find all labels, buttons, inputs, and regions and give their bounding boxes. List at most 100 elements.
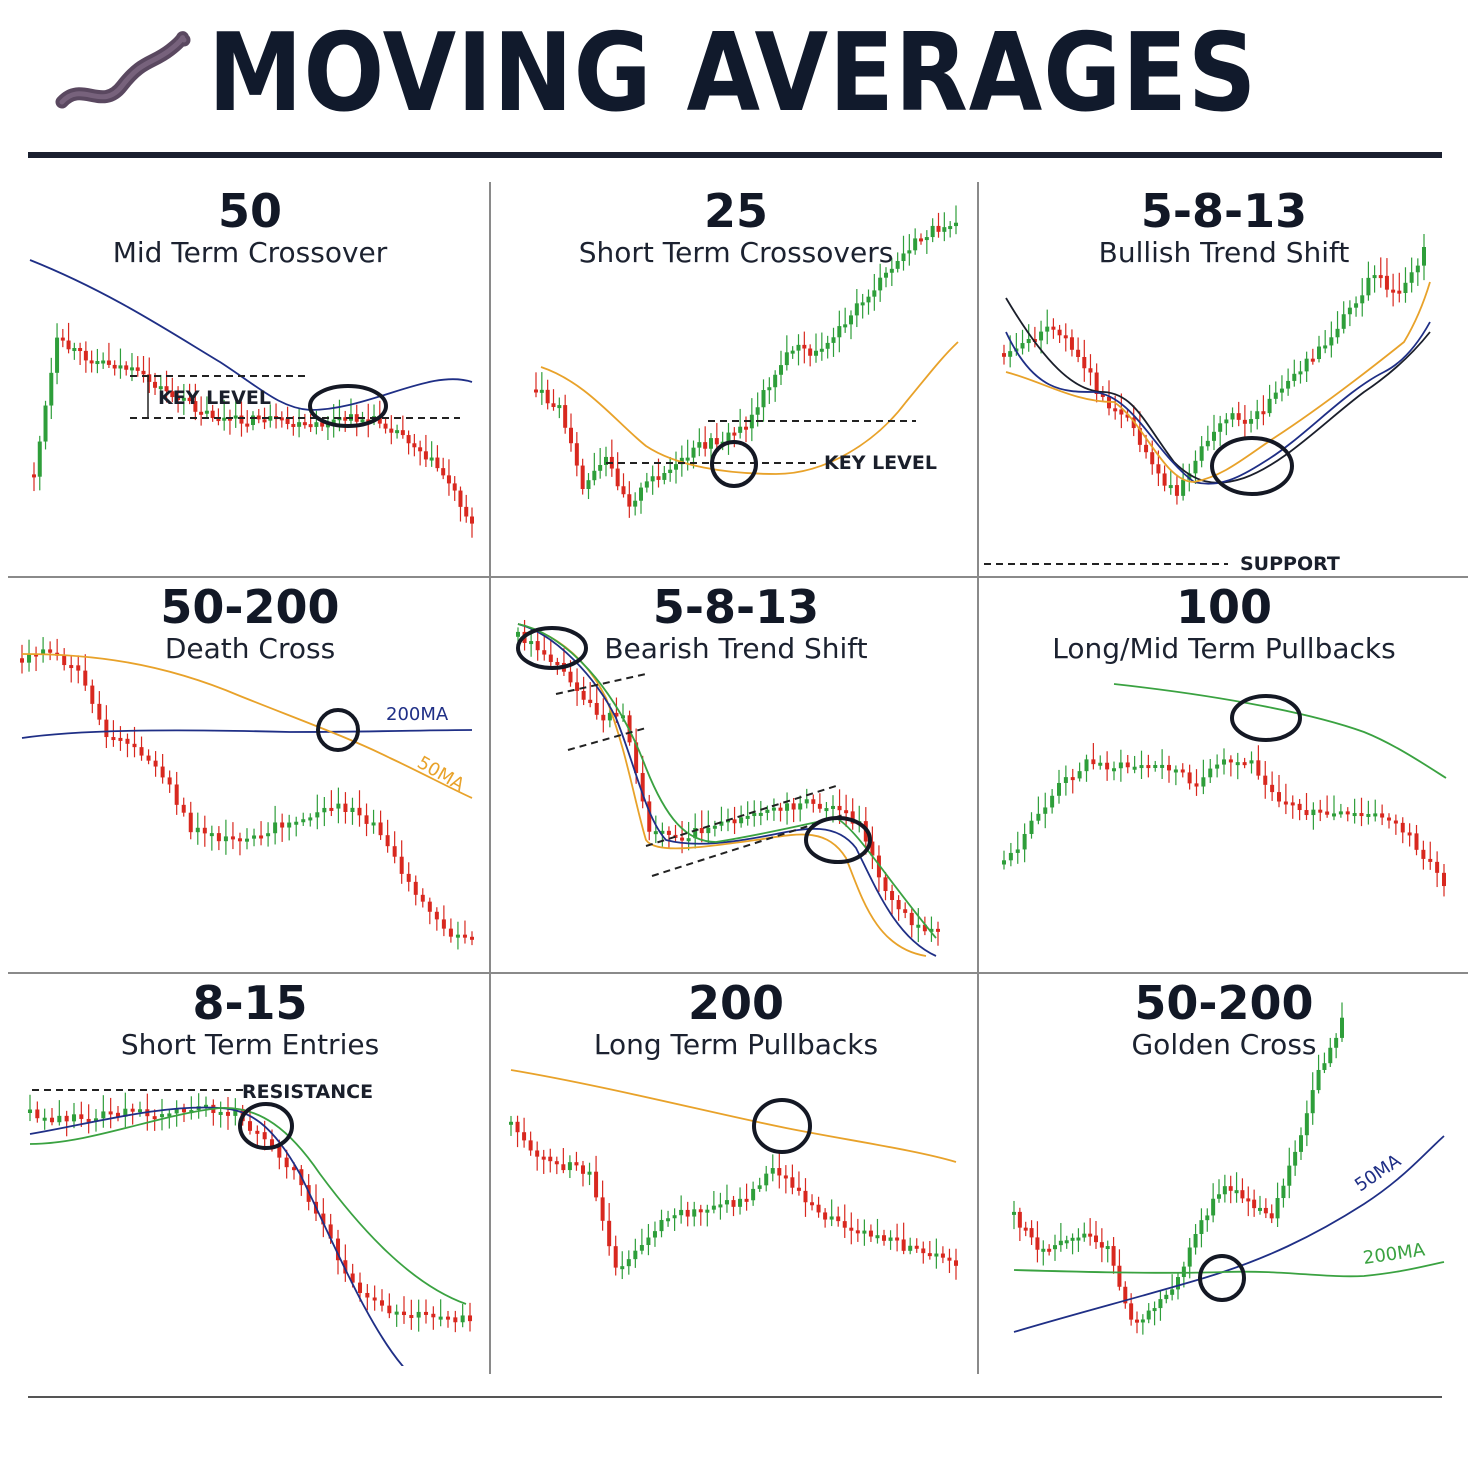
candle (697, 442, 702, 448)
crossover-circle (516, 626, 588, 670)
candle (901, 1239, 906, 1251)
candle (685, 1209, 690, 1217)
candle (594, 702, 599, 715)
candle (130, 1108, 135, 1112)
candle (870, 841, 875, 856)
candle (401, 1311, 407, 1316)
candle (325, 424, 330, 428)
grid-divider (8, 972, 1468, 974)
candle (541, 1156, 546, 1160)
candle (399, 856, 404, 874)
candle (1035, 1237, 1040, 1250)
candle (947, 1257, 952, 1261)
candle (1150, 452, 1155, 465)
candle (49, 1117, 55, 1123)
candle (1393, 820, 1398, 824)
candle (423, 451, 428, 460)
candle (621, 486, 626, 495)
candle (895, 1237, 900, 1241)
candle (1036, 813, 1041, 821)
candle (739, 817, 744, 824)
grid-divider (8, 576, 1468, 578)
candle (462, 934, 467, 938)
candle (814, 350, 818, 356)
candle (1275, 1198, 1280, 1219)
candle (650, 476, 655, 482)
candle (1328, 1047, 1333, 1064)
candle (76, 665, 81, 671)
moving-average-line (1005, 281, 1431, 483)
candle (27, 653, 32, 663)
page-title: MOVING AVERAGES (208, 11, 1258, 136)
candle (209, 833, 214, 837)
candle (785, 803, 790, 811)
candle (1360, 295, 1365, 304)
moving-average-line (1113, 683, 1447, 779)
candle (1153, 765, 1158, 769)
candle (854, 303, 859, 316)
moving-average-line (21, 653, 473, 799)
candle (771, 807, 776, 811)
header: MOVING AVERAGES (0, 0, 1472, 170)
candle (674, 464, 678, 470)
candle (539, 389, 544, 393)
candle (903, 909, 908, 913)
candle (322, 807, 327, 813)
candle (1012, 1211, 1016, 1215)
candle (773, 374, 778, 388)
candle (268, 416, 273, 421)
candle (744, 1198, 749, 1202)
candle (837, 805, 842, 811)
candle (321, 1213, 326, 1225)
candle (1240, 1190, 1245, 1199)
candle (251, 415, 255, 425)
candle (259, 835, 264, 839)
panel-subtitle: Golden Cross (1131, 1028, 1317, 1061)
panel-number: 50-200 (1134, 976, 1314, 1030)
candle (1170, 1289, 1175, 1295)
candle (118, 365, 123, 369)
candle (335, 1238, 341, 1261)
crossover-circle (1198, 1254, 1246, 1302)
candle (132, 743, 137, 748)
candle (412, 443, 417, 448)
candle (901, 253, 906, 262)
candle (455, 934, 460, 938)
candle (703, 442, 708, 449)
candle (1022, 833, 1027, 850)
candle (1008, 351, 1013, 357)
candle (1372, 275, 1377, 279)
candle (360, 419, 365, 423)
candle (1270, 784, 1275, 793)
panel-subtitle: Bullish Trend Shift (1098, 236, 1350, 269)
candle (193, 401, 198, 412)
candle (420, 894, 425, 902)
candle (907, 250, 912, 254)
candle (1380, 813, 1385, 818)
candle (672, 1215, 677, 1219)
candle (626, 1259, 631, 1267)
candle (634, 742, 639, 774)
candle (1277, 792, 1281, 802)
candle (1152, 1308, 1157, 1312)
candle (829, 1216, 834, 1220)
candle (195, 827, 200, 833)
candle (167, 777, 172, 785)
candle (27, 1109, 33, 1113)
candle (1058, 1240, 1063, 1246)
candle (614, 712, 619, 717)
candle (32, 474, 36, 478)
candle (147, 374, 152, 382)
candle (909, 912, 914, 926)
candle (464, 506, 469, 517)
candle (666, 1218, 671, 1222)
candle (218, 1111, 223, 1115)
candle (528, 1140, 533, 1151)
candle (1160, 764, 1165, 768)
candle (731, 1200, 736, 1207)
candle (1076, 349, 1081, 357)
candle (843, 324, 848, 328)
panel-subtitle: Bearish Trend Shift (604, 632, 868, 665)
candle (1039, 331, 1044, 341)
candle (718, 1204, 723, 1208)
